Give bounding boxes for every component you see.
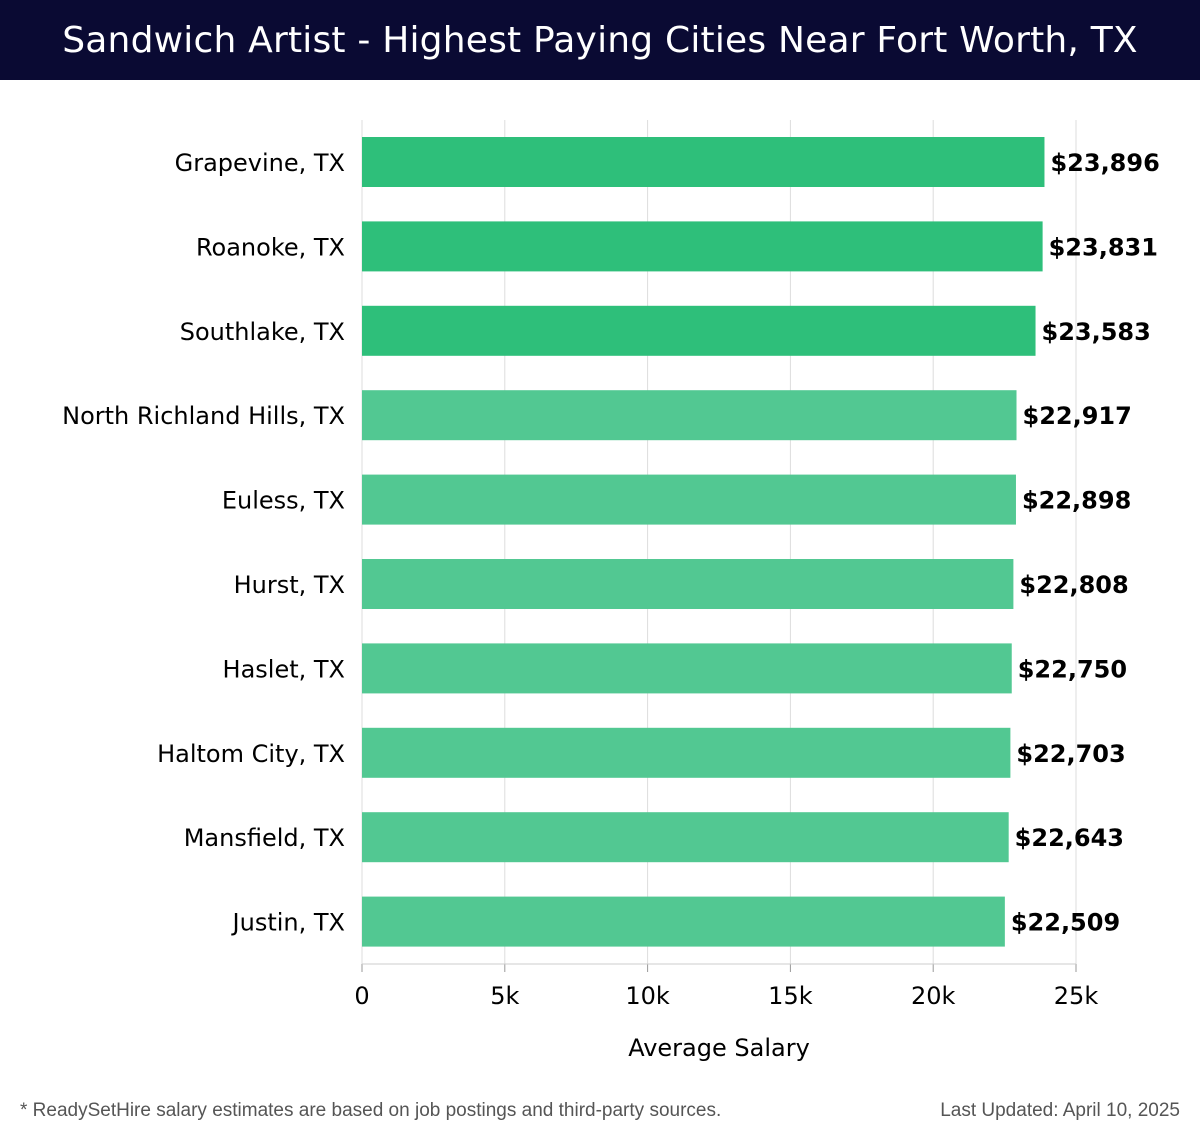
category-label: North Richland Hills, TX	[62, 402, 345, 430]
x-tick-label: 0	[354, 982, 369, 1010]
bar	[362, 390, 1017, 441]
x-tick-label: 25k	[1054, 982, 1099, 1010]
x-tick-label: 5k	[490, 982, 519, 1010]
x-axis: 0 5k 10k 15k 20k 25k	[354, 963, 1099, 1010]
category-label: Hurst, TX	[234, 571, 345, 599]
x-axis-title: Average Salary	[628, 1034, 810, 1062]
value-label: $23,583	[1042, 318, 1151, 346]
category-label: Mansfield, TX	[184, 824, 345, 852]
bar	[362, 305, 1036, 356]
chart-title: Sandwich Artist - Highest Paying Cities …	[62, 19, 1138, 61]
bar	[362, 559, 1014, 609]
x-tick-label: 20k	[911, 982, 956, 1010]
category-label: Roanoke, TX	[196, 233, 345, 261]
footer-note: * ReadySetHire salary estimates are base…	[20, 1100, 722, 1121]
title-bar: Sandwich Artist - Highest Paying Cities …	[0, 0, 1200, 80]
category-label: Euless, TX	[222, 487, 345, 515]
value-labels: $23,896 $23,831 $23,583 $22,917 $22,898 $22,8…	[1011, 149, 1160, 937]
value-label: $22,808	[1019, 571, 1128, 599]
bar	[362, 812, 1009, 863]
x-tick-label: 15k	[768, 982, 813, 1010]
bar	[362, 137, 1045, 187]
bar	[362, 221, 1043, 272]
last-updated: Last Updated: April 10, 2025	[940, 1100, 1180, 1121]
category-label: Grapevine, TX	[175, 149, 345, 177]
bar	[362, 896, 1005, 947]
value-label: $22,643	[1015, 824, 1124, 852]
category-label: Haltom City, TX	[157, 740, 345, 768]
value-label: $22,917	[1023, 402, 1132, 430]
category-label: Justin, TX	[231, 909, 345, 937]
value-label: $22,703	[1016, 740, 1125, 768]
x-tick-label: 10k	[625, 982, 670, 1010]
category-label: Southlake, TX	[180, 318, 345, 346]
value-label: $22,750	[1018, 655, 1127, 683]
value-label: $23,831	[1049, 233, 1158, 261]
value-label: $22,898	[1022, 487, 1131, 515]
bar	[362, 474, 1016, 525]
value-label: $23,896	[1050, 149, 1159, 177]
category-label: Haslet, TX	[223, 655, 345, 683]
bar	[362, 727, 1011, 778]
category-labels: Grapevine, TX Roanoke, TX Southlake, TX Nor…	[62, 149, 345, 937]
bars	[362, 137, 1045, 947]
bar	[362, 643, 1012, 694]
value-label: $22,509	[1011, 909, 1120, 937]
bar-chart: Grapevine, TX Roanoke, TX Southlake, TX Nor…	[62, 120, 1160, 1062]
